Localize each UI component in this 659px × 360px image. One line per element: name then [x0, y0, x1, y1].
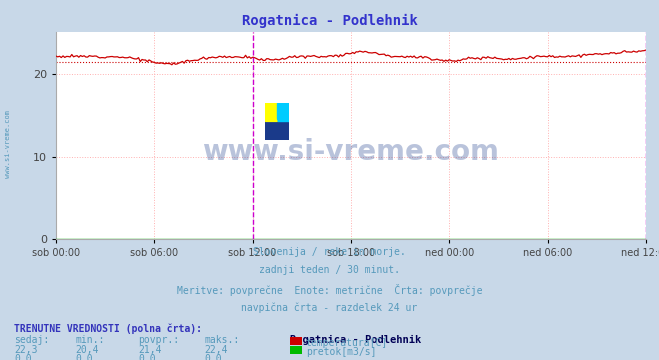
Text: Rogatnica - Podlehnik: Rogatnica - Podlehnik	[290, 335, 421, 345]
Bar	[277, 103, 289, 121]
Text: povpr.:: povpr.:	[138, 335, 179, 345]
Text: 20,4: 20,4	[76, 345, 100, 355]
Text: Meritve: povprečne  Enote: metrične  Črta: povprečje: Meritve: povprečne Enote: metrične Črta:…	[177, 284, 482, 296]
Text: Rogatnica - Podlehnik: Rogatnica - Podlehnik	[242, 14, 417, 28]
Polygon shape	[277, 103, 289, 121]
Text: navpična črta - razdelek 24 ur: navpična črta - razdelek 24 ur	[241, 303, 418, 313]
Bar	[266, 103, 277, 121]
Text: 22,3: 22,3	[14, 345, 38, 355]
Text: 0,0: 0,0	[204, 354, 222, 360]
Text: temperatura[C]: temperatura[C]	[306, 338, 388, 348]
Text: maks.:: maks.:	[204, 335, 239, 345]
Text: min.:: min.:	[76, 335, 105, 345]
Text: 22,4: 22,4	[204, 345, 228, 355]
Text: 21,4: 21,4	[138, 345, 162, 355]
Text: pretok[m3/s]: pretok[m3/s]	[306, 347, 376, 357]
Text: Slovenija / reke in morje.: Slovenija / reke in morje.	[253, 247, 406, 257]
Text: 0,0: 0,0	[138, 354, 156, 360]
Text: www.si-vreme.com: www.si-vreme.com	[202, 139, 500, 166]
Bar	[266, 121, 289, 140]
Text: www.si-vreme.com: www.si-vreme.com	[5, 110, 11, 178]
Text: 0,0: 0,0	[76, 354, 94, 360]
Text: zadnji teden / 30 minut.: zadnji teden / 30 minut.	[259, 265, 400, 275]
Text: 0,0: 0,0	[14, 354, 32, 360]
Polygon shape	[266, 103, 277, 121]
Text: sedaj:: sedaj:	[14, 335, 49, 345]
Text: TRENUTNE VREDNOSTI (polna črta):: TRENUTNE VREDNOSTI (polna črta):	[14, 324, 202, 334]
